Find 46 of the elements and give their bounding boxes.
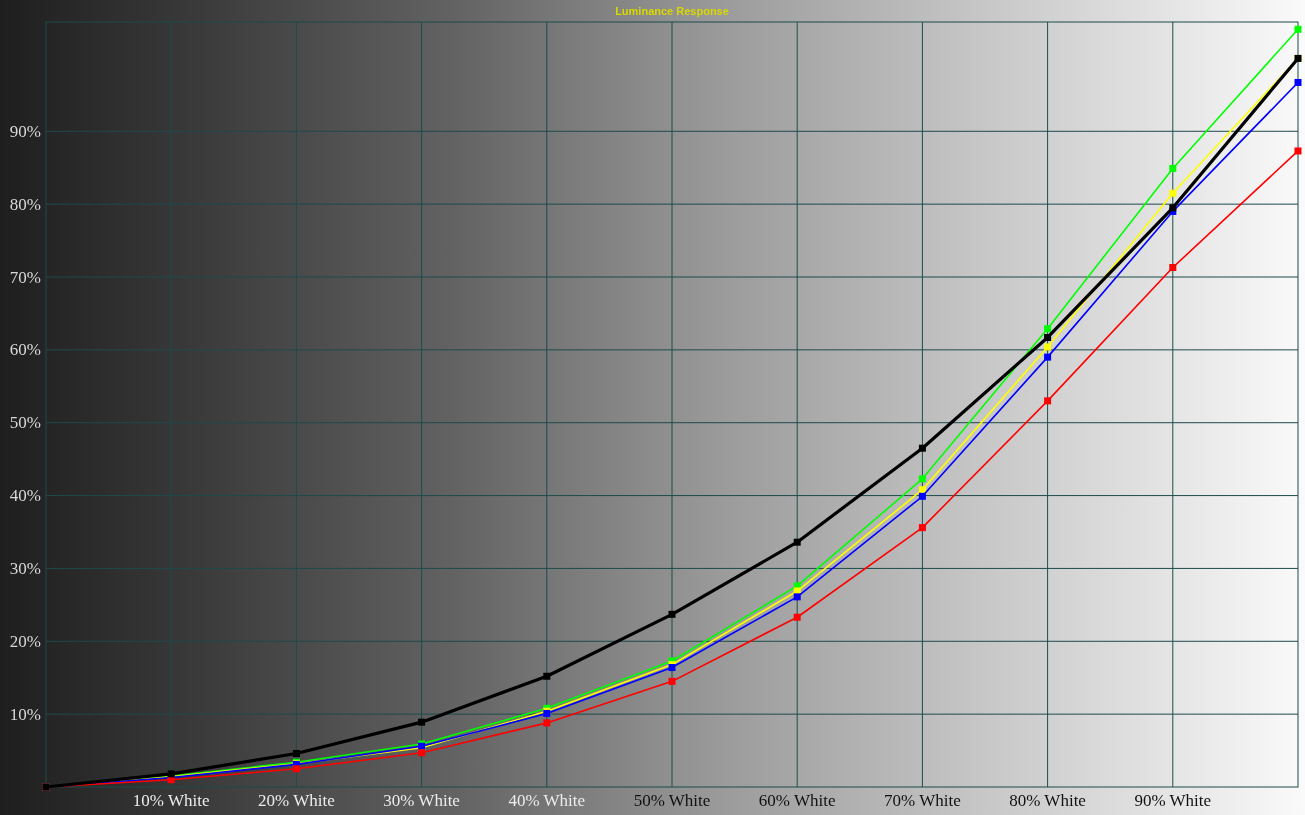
- point: [1044, 397, 1052, 405]
- point: [918, 486, 926, 494]
- x-tick-label: 60% White: [758, 791, 836, 810]
- point: [543, 672, 551, 680]
- x-tick-label: 10% White: [132, 791, 210, 810]
- point: [793, 538, 801, 546]
- x-tick-label: 40% White: [508, 791, 586, 810]
- point: [1169, 164, 1177, 172]
- y-tick-label: 80%: [9, 194, 41, 214]
- y-tick-label: 40%: [9, 486, 41, 506]
- point: [1044, 343, 1052, 351]
- x-tick-label: 20% White: [258, 791, 335, 810]
- y-tick-label: 20%: [9, 631, 41, 651]
- point: [543, 719, 551, 727]
- point: [418, 749, 426, 757]
- x-tick-label: 90% White: [1134, 791, 1212, 810]
- x-tick-label: 50% White: [633, 791, 711, 810]
- point: [793, 593, 801, 601]
- point: [1044, 325, 1052, 333]
- point: [292, 765, 300, 773]
- point: [292, 749, 300, 757]
- point: [918, 475, 926, 483]
- point: [918, 524, 926, 532]
- point: [668, 610, 676, 618]
- point: [918, 492, 926, 500]
- point: [1044, 353, 1052, 361]
- chart-title: Luminance Response: [615, 5, 729, 17]
- y-tick-label: 60%: [9, 340, 41, 360]
- x-tick-label: 30% White: [383, 791, 460, 810]
- point: [1294, 78, 1302, 86]
- point: [1044, 333, 1052, 341]
- point: [418, 718, 426, 726]
- point: [1294, 147, 1302, 155]
- x-tick-label: 80% White: [1009, 791, 1086, 810]
- x-tick-label: 70% White: [884, 791, 961, 810]
- y-tick-label: 10%: [9, 704, 41, 724]
- point: [1169, 189, 1177, 197]
- point: [793, 613, 801, 621]
- y-tick-label: 30%: [9, 558, 41, 578]
- y-tick-label: 90%: [9, 121, 41, 141]
- point: [1169, 264, 1177, 272]
- point: [1294, 25, 1302, 33]
- y-tick-label: 70%: [9, 267, 41, 287]
- point: [668, 677, 676, 685]
- point: [918, 444, 926, 452]
- y-tick-label: 50%: [9, 413, 41, 433]
